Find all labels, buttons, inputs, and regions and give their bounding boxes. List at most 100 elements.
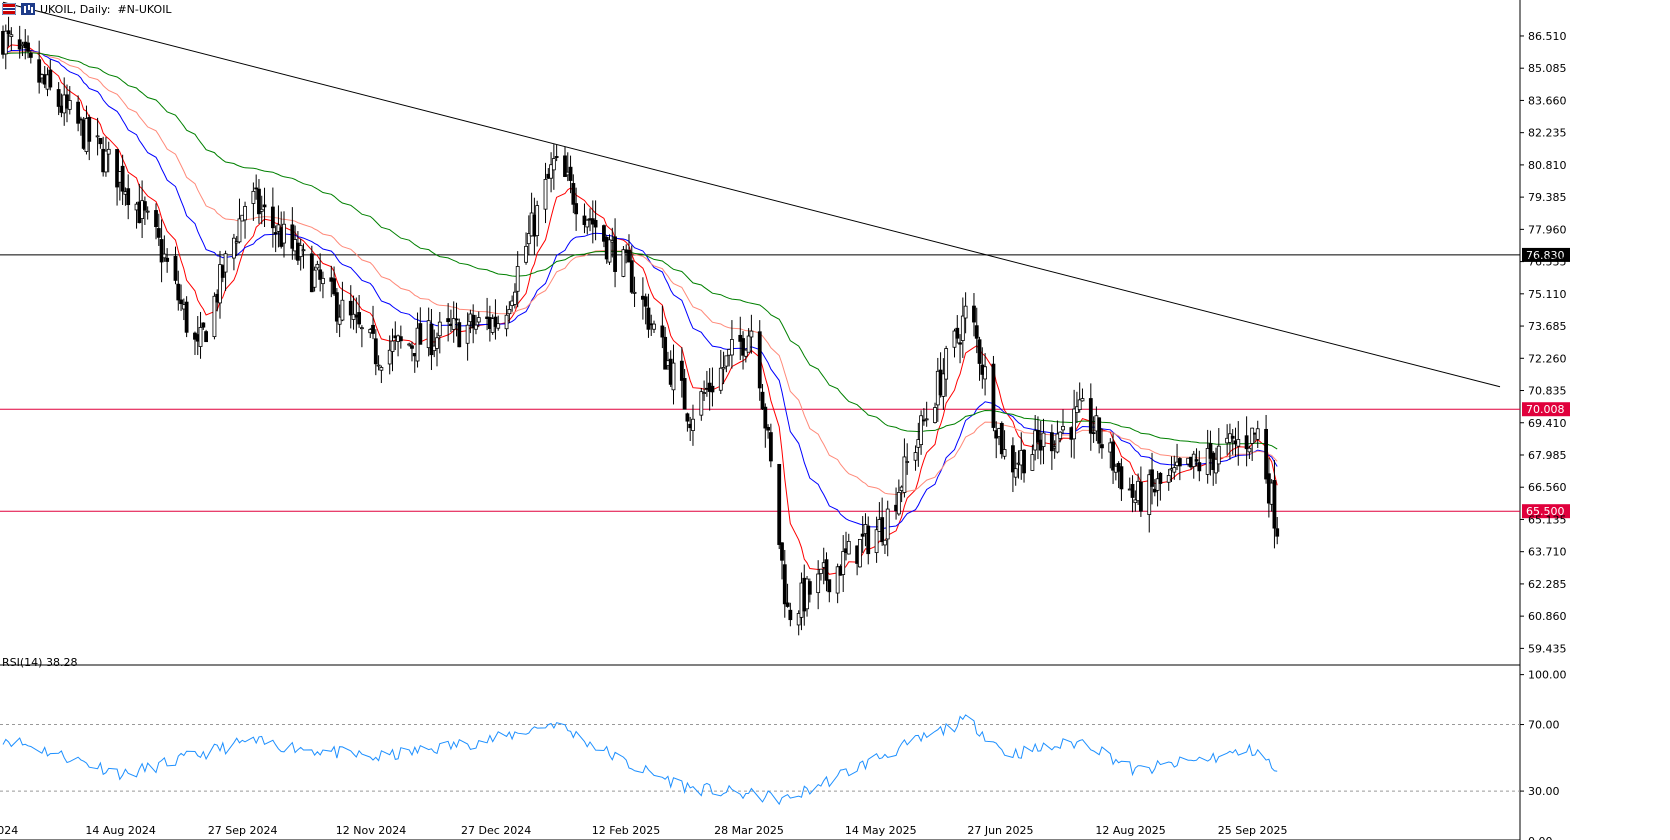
rsi-tick-label: 0.00 xyxy=(1528,835,1553,840)
candle-body xyxy=(1272,480,1277,529)
candle-body xyxy=(1055,433,1060,453)
candle-body xyxy=(1216,445,1221,465)
candle-body xyxy=(37,59,42,83)
chart-frame xyxy=(0,0,1521,840)
time-tick-label: 28 Mar 2025 xyxy=(714,824,784,837)
rsi-tick-label: 70.00 xyxy=(1528,719,1560,732)
candle-body xyxy=(671,362,676,391)
candle-body xyxy=(1208,443,1213,459)
candle-body xyxy=(702,392,706,394)
candle-body xyxy=(1138,481,1143,512)
candle-body xyxy=(407,343,412,346)
candle-body xyxy=(1236,439,1241,447)
price-tick-label: 73.685 xyxy=(1528,320,1567,333)
candle-body xyxy=(724,355,729,367)
candle-body xyxy=(259,208,264,212)
candle-body xyxy=(760,391,765,410)
chart-title: UKOIL, Daily: #N-UKOIL xyxy=(2,1,172,17)
candle-body xyxy=(1002,449,1007,457)
price-tick-label: 85.085 xyxy=(1528,62,1567,75)
candle-body xyxy=(251,190,256,204)
chart-flag-icon xyxy=(2,3,16,15)
candle-body xyxy=(507,309,512,315)
candle-body xyxy=(471,314,476,329)
candle-body xyxy=(585,219,590,228)
candle-body xyxy=(563,155,567,177)
candle-body xyxy=(390,340,395,352)
candle-body xyxy=(465,324,470,344)
candle-body xyxy=(824,559,829,581)
candle-body xyxy=(913,452,918,461)
candle-body xyxy=(515,266,520,292)
rsi-tick-label: 100.00 xyxy=(1528,669,1567,682)
candle-body xyxy=(607,239,612,263)
candle-body xyxy=(126,188,131,206)
candle-body xyxy=(921,419,926,422)
price-tick-label: 79.385 xyxy=(1528,191,1567,204)
candle-body xyxy=(885,508,890,540)
candle-body xyxy=(807,581,812,595)
candle-body xyxy=(270,206,275,229)
candle-body xyxy=(941,373,946,397)
candle-body xyxy=(1088,398,1093,434)
candle-body xyxy=(398,336,403,342)
candle-body xyxy=(418,323,423,345)
candle-body xyxy=(348,300,353,316)
candle-body xyxy=(924,418,929,421)
price-tick-label: 67.985 xyxy=(1528,449,1567,462)
candle-body xyxy=(373,338,378,365)
candle-body xyxy=(933,407,937,423)
candle-body xyxy=(56,89,61,107)
candle-body xyxy=(142,201,147,211)
candle-body xyxy=(496,323,501,329)
candle-body xyxy=(120,165,125,192)
candle-body xyxy=(359,327,364,330)
candle-body xyxy=(1041,432,1046,447)
candle-body xyxy=(145,210,150,213)
candle-body xyxy=(257,188,261,215)
candle-body xyxy=(632,291,637,294)
candle-body xyxy=(243,206,247,221)
candle-body xyxy=(574,203,579,215)
candle-body xyxy=(1264,428,1268,480)
moving-average-line xyxy=(2,52,1278,450)
candle-body xyxy=(337,316,342,325)
candle-body xyxy=(262,204,267,208)
price-tick-label: 63.710 xyxy=(1528,546,1567,559)
price-tick-label: 82.235 xyxy=(1528,127,1567,140)
candle-body xyxy=(780,542,784,561)
candle-body xyxy=(1155,478,1160,491)
candle-body xyxy=(526,233,531,245)
candle-body xyxy=(768,432,773,462)
time-tick-label: 12 Feb 2025 xyxy=(592,824,660,837)
candle-body xyxy=(549,164,553,179)
candle-body xyxy=(115,149,119,188)
candle-body xyxy=(796,613,801,626)
candle-body xyxy=(1091,432,1096,435)
candle-body xyxy=(429,323,434,356)
candle-body xyxy=(955,327,960,339)
candle-body xyxy=(273,232,278,235)
candle-body xyxy=(104,150,108,173)
candle-body xyxy=(340,299,345,321)
candle-body xyxy=(874,529,879,554)
candle-body xyxy=(944,348,949,380)
candle-body xyxy=(78,118,83,121)
candle-body xyxy=(682,378,687,410)
candle-body xyxy=(451,318,456,330)
trendline xyxy=(2,1,1501,388)
candle-body xyxy=(357,312,362,325)
candle-body xyxy=(1166,475,1171,483)
candle-body xyxy=(627,249,631,263)
candle-body xyxy=(896,492,901,515)
price-tick-label: 76.535 xyxy=(1528,256,1567,269)
candle-body xyxy=(1022,449,1026,474)
rsi-tick-label: 30.00 xyxy=(1528,785,1560,798)
candle-body xyxy=(999,422,1004,455)
price-tick-label: 66.560 xyxy=(1528,481,1567,494)
price-tick-label: 86.510 xyxy=(1528,30,1567,43)
candle-body xyxy=(371,324,375,334)
candle-body xyxy=(621,249,626,277)
candle-body xyxy=(685,413,690,422)
candle-body xyxy=(1061,426,1065,431)
